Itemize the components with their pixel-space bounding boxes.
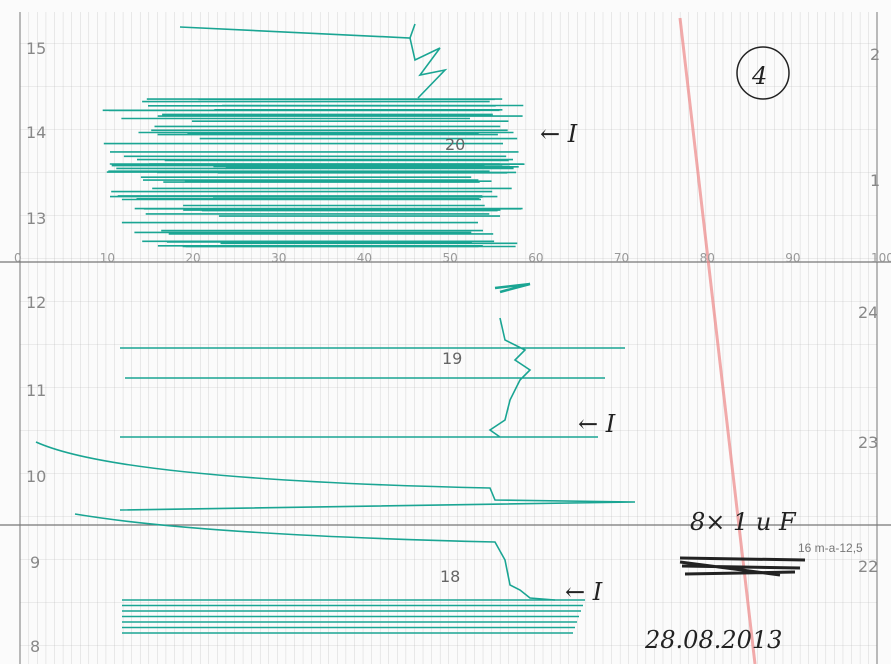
left-scale-label: 13 — [26, 209, 46, 228]
setting: 8× 1 u F — [690, 508, 797, 536]
right-scale-label: 23 — [858, 433, 878, 452]
mark: ← I — [565, 578, 603, 606]
trace-label: 20 — [445, 135, 465, 154]
middle-scale-label: 100 — [871, 251, 891, 265]
left-scale-label: 9 — [30, 553, 40, 572]
red-pen-trace — [678, 17, 757, 664]
middle-scale-label: 80 — [700, 251, 715, 265]
middle-scale-label: 60 — [528, 251, 543, 265]
left-scale-label: 10 — [26, 467, 46, 486]
sheet-number: 4 — [751, 62, 767, 90]
circle — [736, 46, 790, 100]
right-scale-label: 2 — [870, 45, 880, 64]
middle-scale-label: 20 — [185, 251, 200, 265]
right-scale-label: 24 — [858, 303, 878, 322]
trace-label: 18 — [440, 567, 460, 586]
mark: ← I — [578, 410, 616, 438]
left-scale-label: 12 — [26, 293, 46, 312]
major-lines — [0, 12, 891, 664]
mark: ← I — [540, 120, 578, 148]
scribble — [679, 556, 806, 577]
left-scale-label: 15 — [26, 39, 46, 58]
date: 28.08.2013 — [644, 626, 782, 654]
middle-scale-label: 40 — [357, 251, 372, 265]
middle-scale-label: 90 — [785, 251, 800, 265]
left-scale-label: 8 — [30, 637, 40, 656]
middle-scale-label: 0 — [14, 251, 22, 265]
right-scale-label: 1 — [870, 171, 880, 190]
right-scale-label: 22 — [858, 557, 878, 576]
trace — [122, 599, 585, 634]
printed-code: 16 m-a-12,5 — [798, 541, 863, 555]
middle-scale-label: 30 — [271, 251, 286, 265]
middle-scale-label: 70 — [614, 251, 629, 265]
trace-label: 19 — [442, 349, 462, 368]
middle-scale-label: 10 — [100, 251, 115, 265]
left-scale-label: 11 — [26, 381, 46, 400]
trace — [102, 98, 525, 248]
left-scale-label: 14 — [26, 123, 46, 142]
traces — [35, 23, 636, 634]
middle-scale-label: 50 — [443, 251, 458, 265]
labels: 15 14 13 12 11 10 9 8 2 1 24 23 22 0 10 20… — [14, 39, 891, 656]
